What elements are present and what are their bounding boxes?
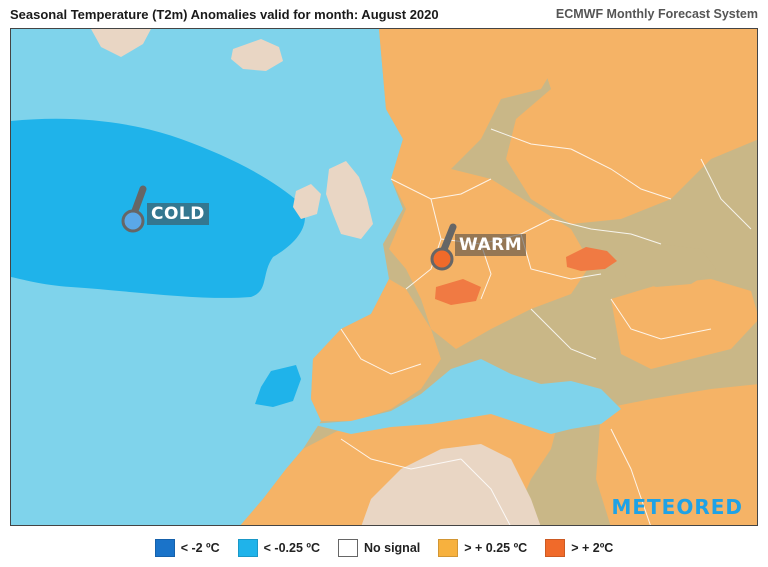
cold-label: COLD — [147, 203, 209, 225]
legend-label: < -0.25 ºC — [263, 541, 320, 555]
warm-anomaly-central — [389, 169, 591, 349]
source-label: ECMWF Monthly Forecast System — [555, 7, 758, 21]
land-greenland — [91, 29, 151, 57]
header: Seasonal Temperature (T2m) Anomalies val… — [0, 0, 768, 28]
cold-thermometer-icon — [121, 185, 147, 233]
warm-thermometer-icon — [430, 223, 457, 271]
forecast-map[interactable]: COLD WARM METEORED — [10, 28, 758, 526]
legend-swatch-hot — [545, 539, 566, 557]
legend-item-cold: < -0.25 ºC — [237, 539, 320, 557]
legend-item-strong-cold: < -2 ºC — [154, 539, 220, 557]
legend-label: No signal — [363, 541, 421, 555]
warm-anomaly-mideast — [596, 384, 757, 525]
legend-item-no-signal: No signal — [337, 539, 421, 557]
legend-swatch-no-signal — [337, 539, 358, 557]
legend-swatch-warm — [438, 539, 459, 557]
warm-anomaly-scandinavia — [379, 29, 559, 209]
hot-anomaly-alps — [435, 279, 481, 305]
legend-swatch-strong-cold — [154, 539, 175, 557]
legend-item-hot: > + 2ºC — [545, 539, 613, 557]
hot-anomaly-romania — [566, 247, 617, 271]
legend-label: > + 0.25 ºC — [464, 541, 528, 555]
map-title: Seasonal Temperature (T2m) Anomalies val… — [10, 7, 439, 22]
land-iceland — [231, 39, 283, 71]
legend: < -2 ºC < -0.25 ºC No signal > + 0.25 ºC… — [0, 534, 768, 562]
warm-anomaly-anatolia — [611, 279, 757, 369]
map-canvas — [11, 29, 757, 525]
meteored-logo: METEORED — [611, 495, 743, 519]
warm-anomaly-east — [506, 29, 757, 224]
cold-anomaly-iberia — [255, 365, 301, 407]
land-ireland — [293, 184, 321, 219]
warm-anomaly-iberia — [311, 279, 441, 421]
mediterranean-sea — [311, 359, 621, 434]
legend-swatch-cold — [237, 539, 258, 557]
legend-item-warm: > + 0.25 ºC — [438, 539, 527, 557]
black-sea — [621, 244, 716, 287]
land-british-isles — [326, 161, 373, 239]
no-signal-sahara — [361, 444, 541, 525]
warm-label: WARM — [455, 234, 527, 256]
legend-label: < -2 ºC — [180, 541, 220, 555]
legend-label: > + 2ºC — [571, 541, 614, 555]
